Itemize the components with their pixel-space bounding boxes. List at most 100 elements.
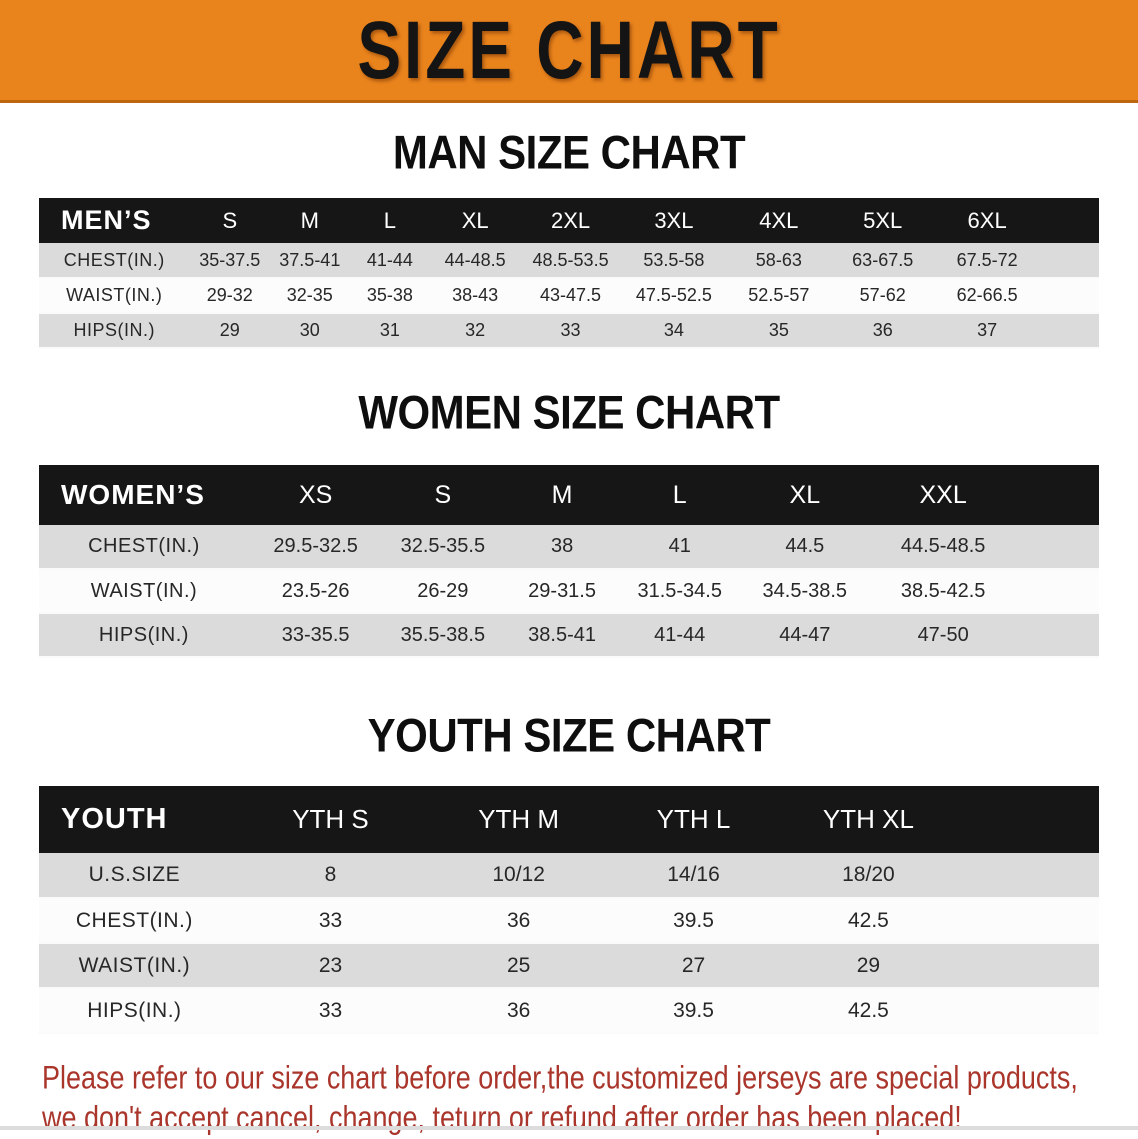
cell: 37.5-41 xyxy=(279,249,341,270)
cell: 44-48.5 xyxy=(444,249,506,270)
women-section-heading: WOMEN SIZE CHART xyxy=(0,386,1138,439)
banner: SIZE CHART xyxy=(0,0,1138,103)
cell: 38 xyxy=(550,535,574,557)
cell: 63-67.5 xyxy=(852,249,914,270)
cell: 36 xyxy=(872,320,893,340)
row-label: CHEST(IN.) xyxy=(88,535,200,557)
cell: 62-66.5 xyxy=(956,285,1018,305)
spacer-cell xyxy=(1015,465,1099,525)
row-label: WAIST(IN.) xyxy=(66,285,163,305)
men-section-heading: MAN SIZE CHART xyxy=(0,126,1138,179)
row-label: HIPS(IN.) xyxy=(73,320,156,340)
spacer-cell xyxy=(1040,313,1099,348)
cell: 58-63 xyxy=(755,249,802,270)
banner-title: SIZE CHART xyxy=(357,4,781,96)
cell: 27 xyxy=(681,953,706,977)
cell: 33 xyxy=(560,320,581,340)
men-size-table: MEN’S S M L XL 2XL 3XL 4XL 5XL 6XL CHEST… xyxy=(39,198,1099,349)
women-size-l: L xyxy=(672,480,687,509)
men-hips-row: HIPS(IN.) 29 30 31 32 33 34 35 36 37 xyxy=(39,313,1099,348)
bottom-strip xyxy=(0,1126,1138,1130)
cell: 36 xyxy=(506,998,531,1022)
men-table-label: MEN’S xyxy=(61,205,152,235)
men-header-row: MEN’S S M L XL 2XL 3XL 4XL 5XL 6XL xyxy=(39,198,1099,243)
women-heading-text: WOMEN SIZE CHART xyxy=(358,386,780,439)
row-label: U.S.SIZE xyxy=(88,863,181,886)
cell: 47.5-52.5 xyxy=(635,285,712,305)
spacer-cell xyxy=(956,898,1099,943)
cell: 34.5-38.5 xyxy=(762,579,848,602)
spacer-cell xyxy=(956,786,1099,853)
cell: 36 xyxy=(506,908,531,932)
cell: 38.5-41 xyxy=(528,623,596,646)
youth-chest-row: CHEST(IN.) 33 36 39.5 42.5 xyxy=(39,898,1099,943)
youth-section-heading: YOUTH SIZE CHART xyxy=(0,709,1138,762)
men-size-xl: XL xyxy=(461,207,489,233)
cell: 42.5 xyxy=(847,908,889,932)
cell: 33 xyxy=(318,998,343,1022)
spacer-cell xyxy=(1015,569,1099,613)
cell: 30 xyxy=(299,320,320,340)
cell: 8 xyxy=(324,863,337,886)
cell: 44.5 xyxy=(785,535,825,557)
cell: 34 xyxy=(663,320,684,340)
spacer-cell xyxy=(1015,525,1099,569)
row-label: CHEST(IN.) xyxy=(63,249,165,270)
row-label: HIPS(IN.) xyxy=(87,998,182,1022)
cell: 18/20 xyxy=(842,863,895,886)
spacer-cell xyxy=(1040,243,1099,278)
cell: 47-50 xyxy=(917,623,969,646)
men-size-l: L xyxy=(383,207,396,233)
cell: 33 xyxy=(318,908,343,932)
women-size-table: WOMEN’S XS S M L XL XXL CHEST(IN.) 29.5-… xyxy=(39,465,1099,658)
men-size-6xl: 6XL xyxy=(967,207,1007,233)
women-size-m: M xyxy=(551,480,573,509)
men-heading-text: MAN SIZE CHART xyxy=(392,126,746,179)
youth-size-l: YTH L xyxy=(656,804,731,834)
spacer-cell xyxy=(956,853,1099,898)
cell: 35 xyxy=(768,320,789,340)
women-size-s: S xyxy=(434,480,452,509)
disclaimer-line2: we don't accept cancel, change, teturn o… xyxy=(42,1099,962,1136)
cell: 23 xyxy=(318,953,343,977)
cell: 29-32 xyxy=(206,285,253,305)
cell: 41 xyxy=(668,535,691,557)
youth-header-row: YOUTH YTH S YTH M YTH L YTH XL xyxy=(39,786,1099,853)
men-waist-row: WAIST(IN.) 29-32 32-35 35-38 38-43 43-47… xyxy=(39,278,1099,313)
youth-table-label: YOUTH xyxy=(61,803,168,835)
women-waist-row: WAIST(IN.) 23.5-26 26-29 29-31.5 31.5-34… xyxy=(39,569,1099,613)
cell: 23.5-26 xyxy=(281,579,350,602)
cell: 29.5-32.5 xyxy=(273,535,358,557)
spacer-cell xyxy=(956,988,1099,1033)
men-size-s: S xyxy=(222,207,238,233)
cell: 32.5-35.5 xyxy=(400,535,486,557)
women-size-xs: XS xyxy=(298,480,333,509)
women-header-row: WOMEN’S XS S M L XL XXL xyxy=(39,465,1099,525)
cell: 31 xyxy=(379,320,400,340)
women-hips-row: HIPS(IN.) 33-35.5 35.5-38.5 38.5-41 41-4… xyxy=(39,613,1099,657)
row-label: WAIST(IN.) xyxy=(90,579,198,602)
men-size-2xl: 2XL xyxy=(550,207,591,233)
cell: 39.5 xyxy=(673,998,714,1022)
cell: 41-44 xyxy=(366,249,413,270)
spacer-cell xyxy=(1040,278,1099,313)
cell: 38-43 xyxy=(452,285,499,305)
youth-heading-text: YOUTH SIZE CHART xyxy=(367,709,771,762)
men-size-4xl: 4XL xyxy=(759,207,799,233)
men-size-m: M xyxy=(300,207,319,233)
row-label: WAIST(IN.) xyxy=(78,953,191,977)
cell: 25 xyxy=(506,953,531,977)
spacer-cell xyxy=(1015,613,1099,657)
women-chest-row: CHEST(IN.) 29.5-32.5 32.5-35.5 38 41 44.… xyxy=(39,525,1099,569)
cell: 14/16 xyxy=(667,863,720,886)
cell: 31.5-34.5 xyxy=(637,579,722,602)
cell: 10/12 xyxy=(492,863,545,886)
cell: 29 xyxy=(219,320,240,340)
spacer-cell xyxy=(1040,198,1099,243)
youth-size-m: YTH M xyxy=(478,804,560,834)
cell: 57-62 xyxy=(859,285,906,305)
youth-size-xl: YTH XL xyxy=(822,804,914,834)
cell: 48.5-53.5 xyxy=(532,249,609,270)
cell: 32 xyxy=(465,320,486,340)
cell: 37 xyxy=(977,320,998,340)
